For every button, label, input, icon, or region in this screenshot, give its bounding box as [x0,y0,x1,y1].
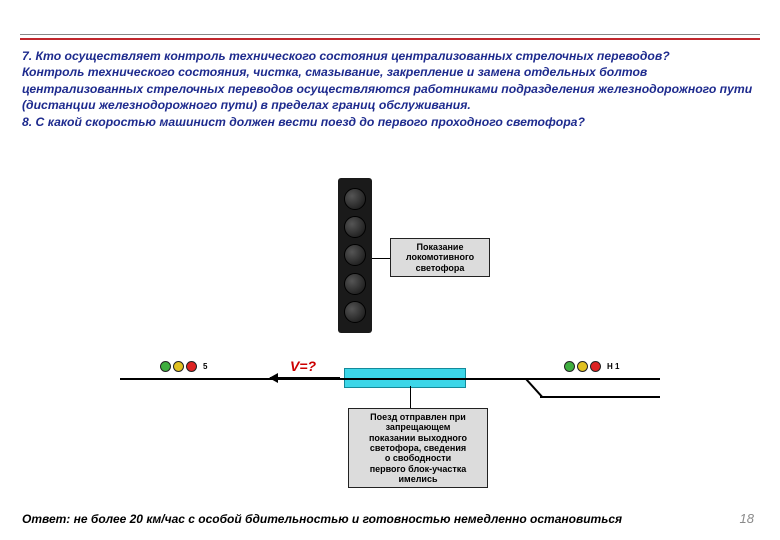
label-text: запрещающем [386,422,451,432]
page-number: 18 [740,511,754,526]
lens-red [590,361,601,372]
track-switch [525,378,543,397]
lens-red [186,361,197,372]
label-text: показании выходного [369,433,467,443]
label-text: имелись [399,474,438,484]
signal-lamp [344,188,366,210]
label-text: локомотивного [406,252,474,262]
track-main-line [120,378,660,380]
dwarf-right-label: Н 1 [607,362,619,371]
velocity-label: V=? [290,358,316,374]
answer-8: Ответ: не более 20 км/час с особой бдите… [22,512,622,526]
label-locomotive-signal: Показание локомотивного светофора [390,238,490,277]
question-7-block: 7. Кто осуществляет контроль техническог… [22,48,758,130]
signal-lamp [344,244,366,266]
track-lower-line [540,396,660,398]
label-text: светофора [416,263,465,273]
dwarf-signal-left: 5 [160,361,207,372]
signal-lamp [344,216,366,238]
signal-lamp [344,301,366,323]
lens-green [564,361,575,372]
connector-line [372,258,390,259]
dwarf-left-label: 5 [203,362,207,371]
dwarf-signal-right: Н 1 [564,361,619,372]
railway-diagram: Показание локомотивного светофора 5 Н 1 … [120,178,660,478]
lens-yellow [577,361,588,372]
divider-gray [20,34,760,35]
lens-green [160,361,171,372]
signal-lamp [344,273,366,295]
label-text: первого блок-участка [370,464,467,474]
lens-yellow [173,361,184,372]
label-train-dispatch: Поезд отправлен при запрещающем показани… [348,408,488,488]
label-text: Показание [417,242,464,252]
question-7: 7. Кто осуществляет контроль техническог… [22,49,670,63]
divider-red [20,38,760,40]
label-text: светофора, сведения [370,443,466,453]
answer-7: Контроль технического состояния, чистка,… [22,65,752,112]
label-text: о свободности [385,453,451,463]
question-8: 8. С какой скоростью машинист должен вес… [22,115,585,129]
connector-line [410,386,411,408]
locomotive-traffic-light [338,178,372,333]
label-text: Поезд отправлен при [370,412,466,422]
